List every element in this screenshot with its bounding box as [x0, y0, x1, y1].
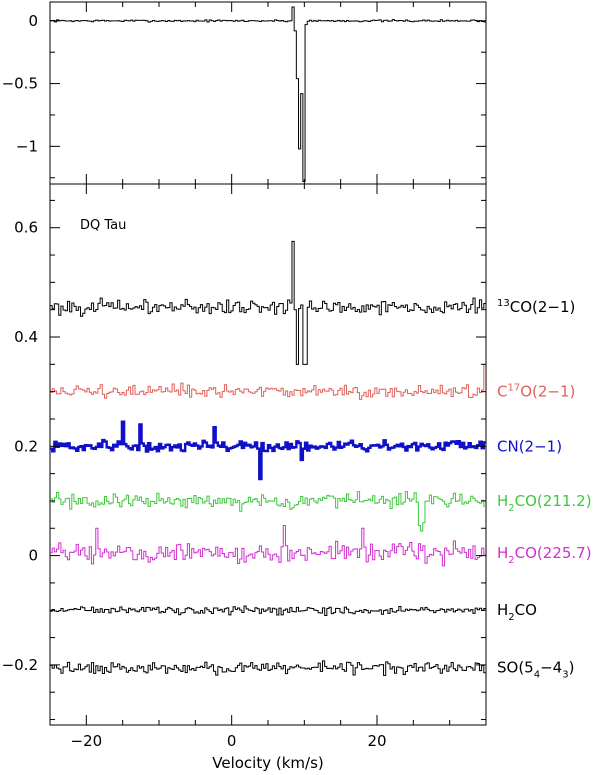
spectrum-line-4 — [50, 525, 486, 567]
top-spectrum-line — [50, 6, 486, 182]
spectrum-line-1 — [50, 363, 486, 400]
source-annotation: DQ Tau — [80, 218, 126, 233]
y-tick-label: 0 — [28, 547, 38, 565]
series-label-3: H2CO(211.2) — [497, 492, 592, 514]
series-label-0: 13CO(2−1) — [497, 298, 575, 316]
spectrum-line-3 — [50, 491, 486, 532]
y-tick-label: 0.2 — [14, 437, 38, 455]
x-axis-label: Velocity (km/s) — [212, 754, 323, 772]
series-label-4: H2CO(225.7) — [497, 544, 592, 566]
series-label-2: CN(2−1) — [497, 437, 562, 455]
spectrum-line-6 — [50, 660, 486, 676]
series-labels: 13CO(2−1) C17O(2−1) CN(2−1) H2CO(211.2) H2CO… — [497, 298, 592, 681]
x-tick-label: 0 — [227, 732, 237, 750]
series-label-5: H2CO — [497, 601, 537, 623]
spectrum-line-2 — [50, 420, 486, 481]
y-tick-label: −1 — [16, 137, 38, 155]
axis-ticks — [49, 2, 487, 725]
bottom-panel-series — [50, 240, 486, 676]
y-tick-label: 0.6 — [14, 219, 38, 237]
x-tick-label: 20 — [367, 732, 386, 750]
spectrum-line-5 — [50, 605, 486, 616]
top-panel-series — [50, 6, 486, 182]
y-tick-label: −0.5 — [2, 75, 38, 93]
top-panel-frame — [49, 1, 487, 185]
bottom-panel-frame — [49, 183, 487, 726]
y-tick-label: −0.2 — [2, 656, 38, 674]
y-tick-label: 0.4 — [14, 328, 38, 346]
series-label-6: SO(54−43) — [497, 659, 574, 681]
axis-tick-labels: −20 0 20 0.6 0.4 0.2 0 −0.2 0 −0.5 −1 — [2, 12, 387, 750]
y-tick-label: 0 — [28, 12, 38, 30]
spectrum-line-0 — [50, 240, 486, 365]
series-label-1: C17O(2−1) — [497, 383, 575, 401]
x-tick-label: −20 — [71, 732, 103, 750]
